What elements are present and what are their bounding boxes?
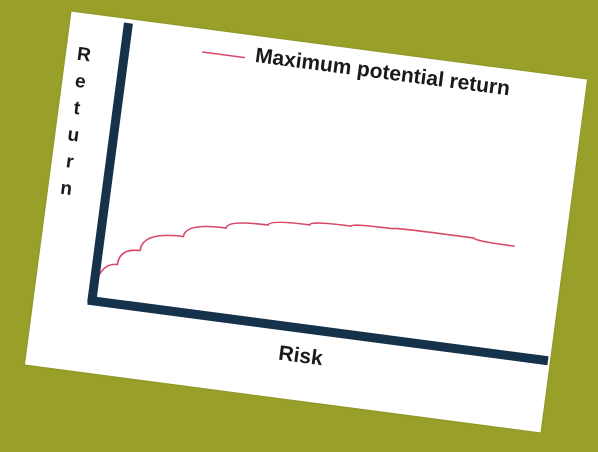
y-axis-label-letter: t — [72, 97, 82, 120]
chart-svg — [87, 22, 549, 366]
y-axis-label-letter: e — [73, 70, 87, 93]
y-axis-label-letter: u — [66, 124, 81, 147]
legend-line-swatch — [202, 51, 246, 59]
y-axis — [87, 22, 133, 304]
y-axis-label-letter: R — [75, 43, 93, 67]
plot-area — [91, 221, 515, 301]
x-axis — [87, 295, 549, 366]
y-axis-label-letter: n — [59, 177, 74, 201]
y-axis-label-letter: r — [64, 151, 75, 174]
series-line-maximum-potential-return — [91, 221, 515, 301]
